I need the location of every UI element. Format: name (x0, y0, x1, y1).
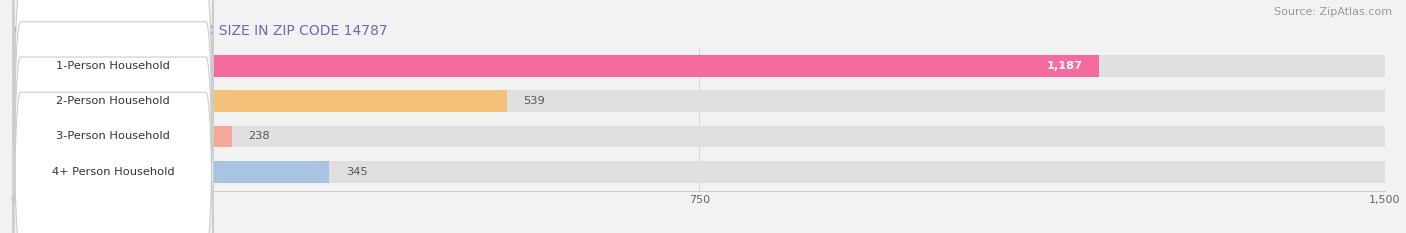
Text: 3-Person Household: 3-Person Household (56, 131, 170, 141)
Text: 4+ Person Household: 4+ Person Household (52, 167, 174, 177)
Bar (14, 126, 1385, 147)
FancyBboxPatch shape (13, 0, 214, 233)
Text: 238: 238 (247, 131, 270, 141)
Bar (14, 126, 232, 147)
Text: 1-Person Household: 1-Person Household (56, 61, 170, 71)
Bar (14, 55, 1099, 77)
Text: 345: 345 (346, 167, 367, 177)
Text: 1,187: 1,187 (1046, 61, 1083, 71)
FancyBboxPatch shape (13, 0, 214, 233)
Bar (14, 90, 506, 112)
Text: OCCUPANCY BY HOUSEHOLD SIZE IN ZIP CODE 14787: OCCUPANCY BY HOUSEHOLD SIZE IN ZIP CODE … (14, 24, 388, 38)
Text: 539: 539 (523, 96, 546, 106)
FancyBboxPatch shape (13, 0, 214, 233)
FancyBboxPatch shape (13, 0, 214, 233)
Bar (14, 90, 1385, 112)
Bar (14, 161, 1385, 183)
Bar (14, 161, 329, 183)
Bar (14, 55, 1385, 77)
Text: Source: ZipAtlas.com: Source: ZipAtlas.com (1274, 7, 1392, 17)
Text: 2-Person Household: 2-Person Household (56, 96, 170, 106)
